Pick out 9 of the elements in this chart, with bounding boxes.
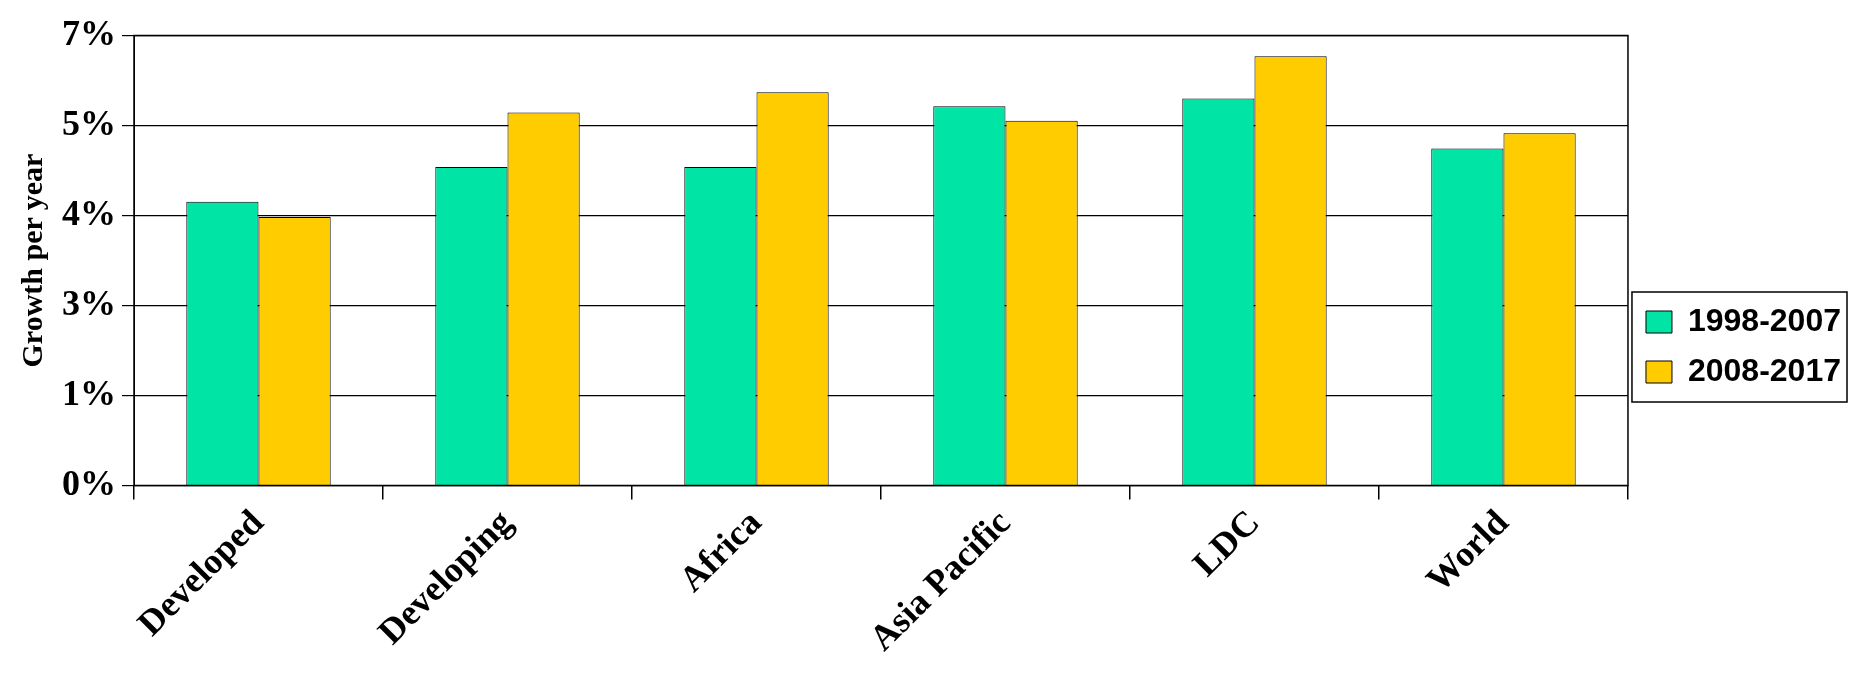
y-tick-label: 7% (62, 12, 116, 53)
legend-label: 1998-2007 (1687, 301, 1841, 338)
y-tick-label: 5% (62, 102, 116, 143)
y-tick-label: 3% (62, 282, 116, 323)
y-tick-label: 4% (62, 192, 116, 233)
y-tick-label: 1% (62, 372, 116, 413)
legend-label: 2008-2017 (1687, 351, 1841, 388)
y-axis-title: Growth per year (14, 153, 48, 368)
y-tick-label: 0% (62, 462, 116, 503)
